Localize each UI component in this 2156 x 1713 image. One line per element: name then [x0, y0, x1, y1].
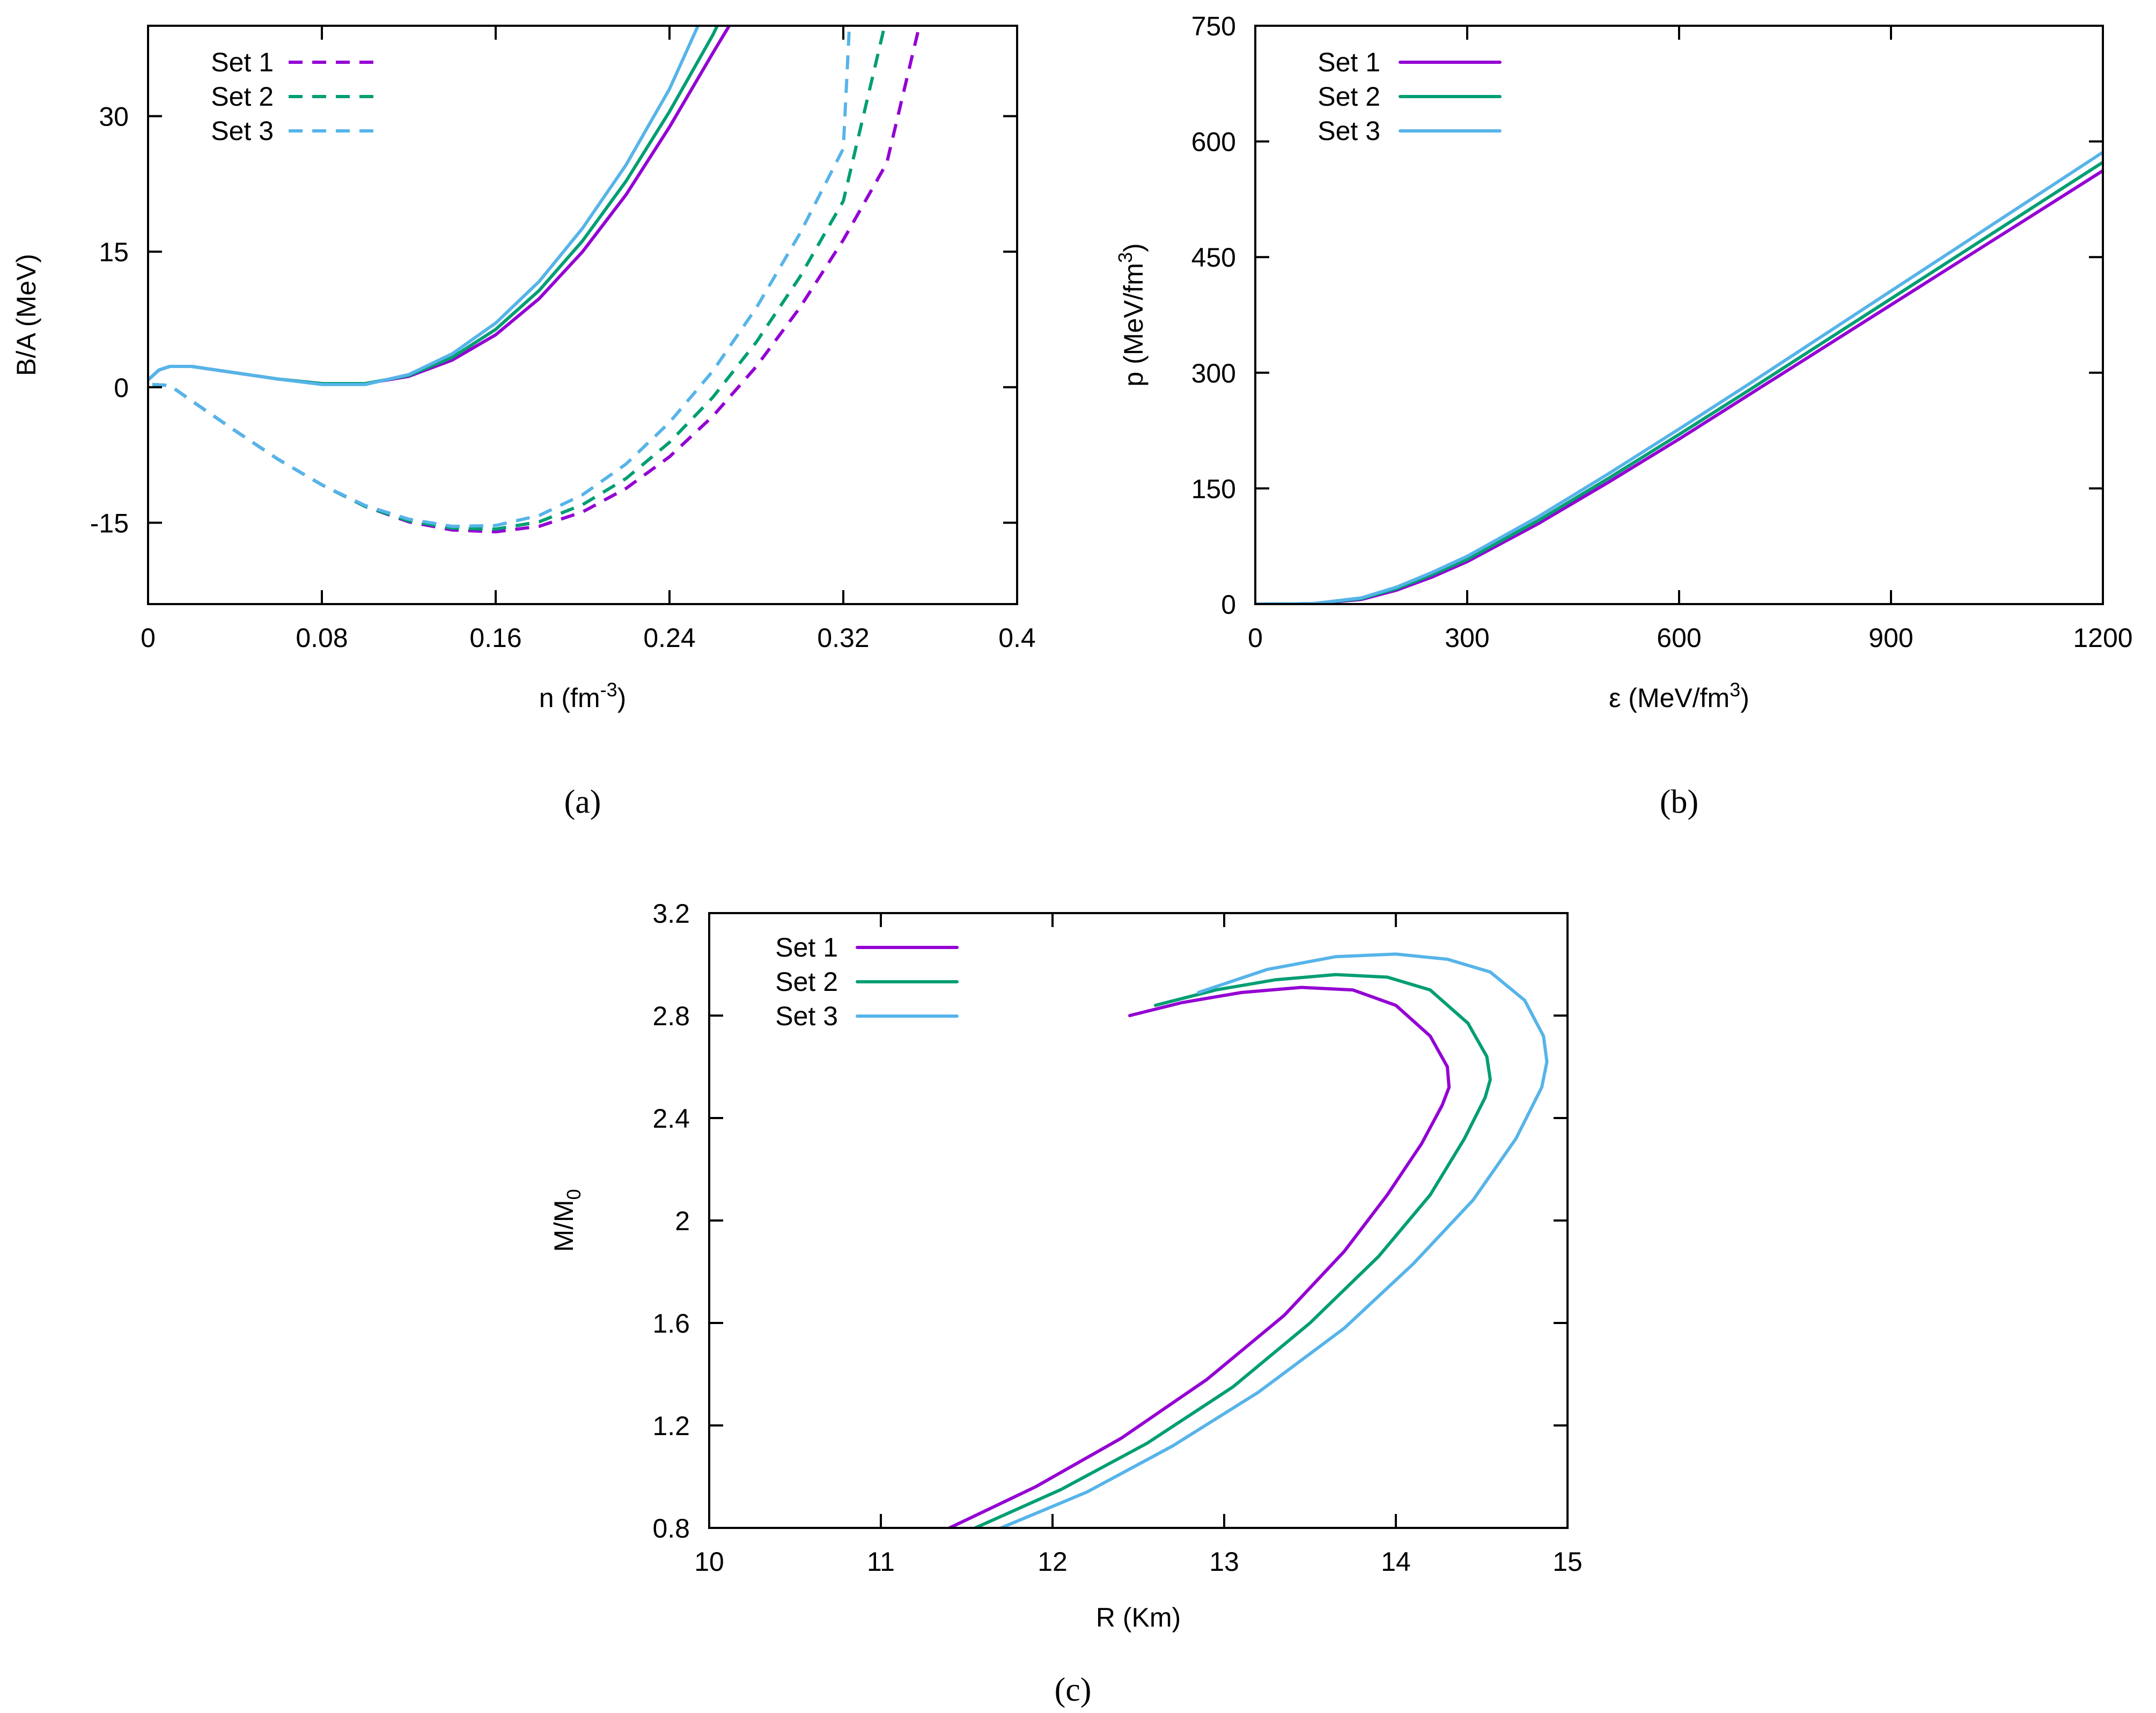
- panel-b-x-tick-label: 1200: [2073, 623, 2132, 653]
- panel-a-set3-solid-line: [148, 26, 700, 386]
- panel-b-x-tick-label: 900: [1868, 623, 1913, 653]
- panel-b-y-tick-label: 600: [1191, 127, 1236, 157]
- panel-b-x-tick-labels: 0 300 600 900 1200: [1248, 623, 2133, 653]
- panel-b-ticks: [1254, 25, 2104, 605]
- panel-a-y-tick-labels: -15 0 15 30: [90, 101, 129, 538]
- panel-c-plot-frame: [708, 912, 1569, 1529]
- panel-a-curves: [148, 26, 921, 534]
- panel-c-x-axis-label: R (Km): [1096, 1602, 1181, 1633]
- panel-b-caption: (b): [1660, 784, 1698, 820]
- panel-b-plot-frame: [1254, 25, 2104, 605]
- panel-b-y-tick-label: 0: [1221, 590, 1236, 620]
- panel-b-y-tick-label: 150: [1191, 474, 1236, 504]
- panel-c-legend-label: Set 2: [775, 967, 838, 997]
- panel-b-legend-label: Set 2: [1318, 82, 1380, 112]
- panel-a-legend-label: Set 2: [211, 82, 274, 112]
- panel-a-x-tick-label: 0.4: [998, 623, 1036, 653]
- panel-a-x-tick-label: 0.32: [817, 623, 869, 653]
- panel-a-caption: (a): [564, 784, 601, 820]
- panel-b-legend-label: Set 1: [1318, 47, 1380, 77]
- panel-c-x-tick-label: 10: [694, 1547, 724, 1577]
- panel-b-legend: Set 1 Set 2 Set 3: [1318, 47, 1502, 146]
- panel-a-legend: Set 1 Set 2 Set 3: [211, 47, 380, 146]
- panel-c-x-tick-label: 12: [1037, 1547, 1068, 1577]
- panel-a-plot-frame: [147, 25, 1018, 605]
- panel-b-y-axis-label: p (MeV/fm3): [1114, 243, 1149, 386]
- panel-c-y-tick-label: 3.2: [652, 899, 690, 929]
- panel-c-x-tick-label: 11: [867, 1547, 895, 1577]
- panel-c-x-tick-label: 13: [1209, 1547, 1239, 1577]
- panel-b-x-tick-label: 600: [1657, 623, 1701, 653]
- panel-b-curves: [1255, 150, 2103, 604]
- panel-a-y-axis-label: B/A (MeV): [11, 254, 41, 376]
- panel-a-x-tick-labels: 0 0.08 0.16 0.24 0.32 0.4: [141, 623, 1036, 653]
- panel-a-y-tick-label: -15: [90, 508, 129, 538]
- panel-b-x-axis-label: ε (MeV/fm3): [1609, 679, 1749, 713]
- panel-a-ticks: [147, 26, 1018, 604]
- panel-a-x-axis-label: n (fm-3): [539, 679, 627, 713]
- panel-b-set2-solid-line: [1255, 160, 2103, 604]
- panel-c-mass-radius: 10 11 12 13 14 15 0.81.21.622.42.83.2 R (Km) …: [549, 899, 1583, 1708]
- panel-a-legend-label: Set 1: [211, 47, 274, 77]
- panel-c-caption: (c): [1055, 1672, 1092, 1708]
- panel-a-y-tick-label: 30: [99, 101, 129, 131]
- panel-c-curves: [948, 952, 1549, 1528]
- panel-a-x-tick-label: 0.08: [296, 623, 348, 653]
- panel-b-x-tick-label: 0: [1248, 623, 1263, 653]
- panel-c-x-tick-labels: 10 11 12 13 14 15: [694, 1547, 1583, 1577]
- panel-a-binding-energy: 0 0.08 0.16 0.24 0.32 0.4 -15 0 15 30 n (fm-3) B…: [11, 25, 1036, 820]
- panel-c-ticks: [708, 912, 1569, 1529]
- panel-c-legend: Set 1 Set 2 Set 3: [775, 932, 959, 1031]
- panel-a-set3-dashed-line: [152, 26, 851, 528]
- panel-a-x-tick-label: 0: [141, 623, 156, 653]
- panel-a-y-tick-label: 15: [99, 237, 129, 267]
- panel-c-legend-label: Set 1: [775, 932, 838, 962]
- panel-c-y-tick-label: 2.4: [652, 1104, 690, 1134]
- panel-c-y-tick-label: 2.8: [652, 1001, 690, 1031]
- panel-a-y-tick-label: 0: [114, 373, 129, 403]
- panel-a-x-tick-label: 0.24: [643, 623, 695, 653]
- panel-b-x-tick-label: 300: [1445, 623, 1489, 653]
- panel-b-equation-of-state: 0 300 600 900 1200 0 150 300 450 600 750 ε (MeV/f…: [1114, 11, 2133, 820]
- panel-b-set3-solid-line: [1255, 150, 2103, 604]
- panel-c-x-tick-label: 14: [1381, 1547, 1411, 1577]
- panel-c-set3-solid-line: [999, 952, 1549, 1528]
- panel-c-y-tick-label: 1.6: [652, 1308, 690, 1339]
- panel-c-y-tick-label: 0.8: [652, 1513, 690, 1543]
- panel-c-x-tick-label: 15: [1552, 1547, 1583, 1577]
- panel-c-legend-label: Set 3: [775, 1001, 838, 1031]
- panel-b-legend-label: Set 3: [1318, 116, 1380, 146]
- panel-b-y-tick-label: 450: [1191, 242, 1236, 273]
- panel-b-y-tick-label: 750: [1191, 11, 1236, 41]
- panel-c-y-axis-label: M/M0: [549, 1189, 585, 1252]
- panel-a-x-tick-label: 0.16: [469, 623, 521, 653]
- panel-a-legend-label: Set 3: [211, 116, 274, 146]
- panel-c-set2-solid-line: [974, 973, 1492, 1528]
- panel-b-y-tick-labels: 0 150 300 450 600 750: [1191, 11, 1236, 620]
- panel-c-y-tick-label: 2: [675, 1206, 690, 1236]
- panel-c-y-tick-label: 1.2: [652, 1411, 690, 1441]
- panel-b-y-tick-label: 300: [1191, 358, 1236, 388]
- panel-c-set1-solid-line: [948, 986, 1451, 1528]
- panel-c-y-tick-labels: 0.8 1.2 1.6 2 2.4 2.8 3.2: [652, 899, 690, 1543]
